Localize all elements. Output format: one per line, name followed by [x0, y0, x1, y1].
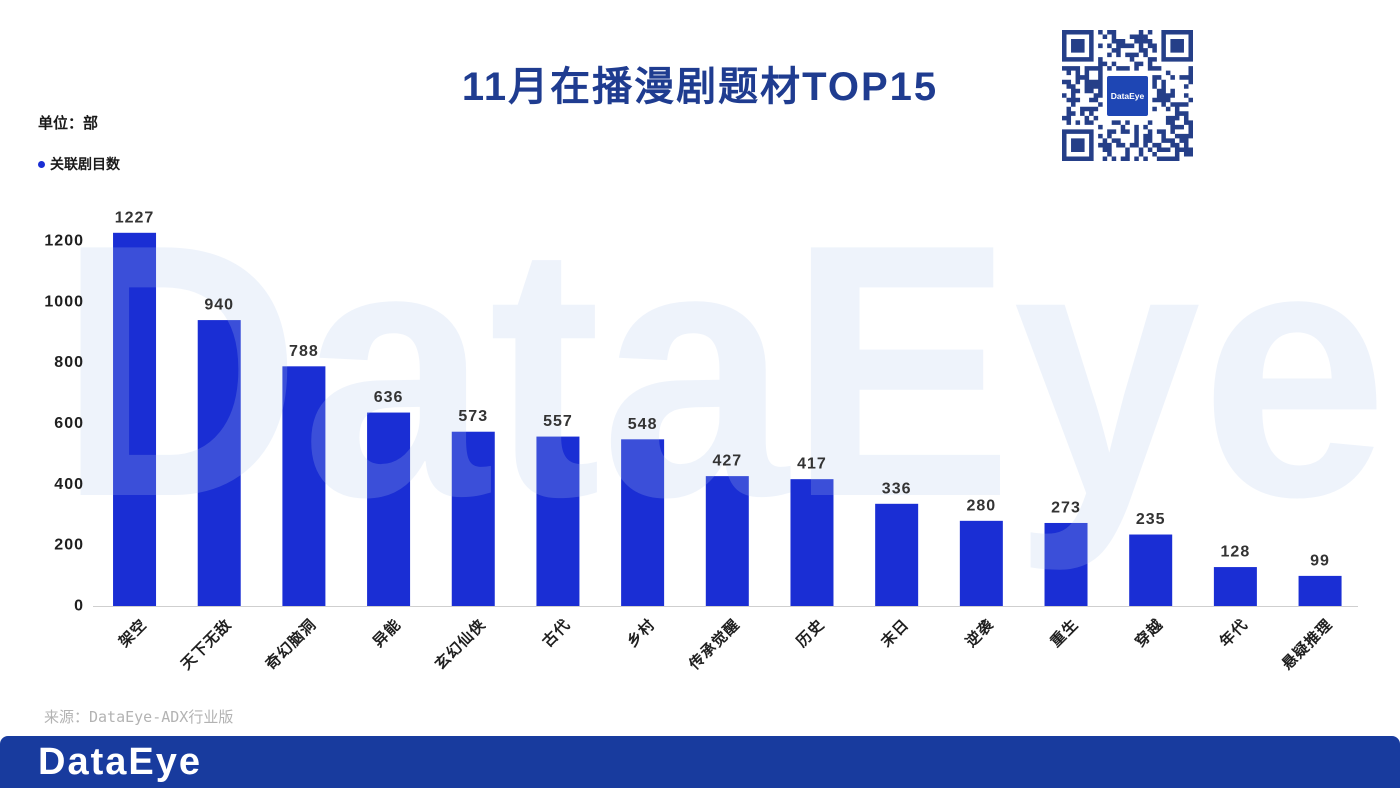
x-tick-label: 乡村 — [623, 615, 658, 650]
chart-title: 11月在播漫剧题材TOP15 — [461, 65, 939, 109]
bar — [705, 476, 749, 606]
footer-bar: DataEye — [0, 736, 1400, 788]
bar — [197, 320, 241, 606]
watermark-text: DataEye — [58, 170, 1388, 574]
x-tick-label: 末日 — [877, 615, 912, 650]
y-tick-label: 200 — [54, 537, 84, 554]
qr-logo-text: DataEye — [1111, 91, 1145, 101]
data-label: 427 — [712, 453, 742, 470]
legend: 关联剧目数 — [38, 154, 120, 174]
x-tick-label: 年代 — [1216, 615, 1251, 650]
unit-label: 单位：部 — [38, 115, 99, 132]
bar — [1213, 567, 1257, 606]
x-tick-label: 天下无敌 — [177, 615, 235, 673]
data-label: 417 — [797, 456, 827, 473]
data-label: 557 — [543, 413, 573, 430]
watermark: DataEye — [58, 170, 1388, 574]
bar — [959, 520, 1003, 606]
data-label: 1227 — [115, 209, 155, 226]
bar — [790, 479, 834, 606]
bar — [451, 431, 495, 606]
x-tick-label: 逆袭 — [962, 615, 997, 650]
x-tick-label: 古代 — [539, 615, 574, 650]
legend-label: 关联剧目数 — [50, 156, 120, 172]
bar-chart: DataEye 1227 架空 940 天下无敌 788 奇幻脑洞 636 异能 573 玄幻仙侠… — [44, 170, 1388, 674]
y-tick-label: 0 — [74, 598, 84, 615]
footer-logo: DataEye — [38, 741, 202, 783]
qr-logo-badge — [1107, 76, 1148, 116]
bar — [536, 436, 580, 606]
x-tick-label: 穿越 — [1131, 615, 1166, 650]
data-label: 573 — [458, 408, 488, 425]
x-tick-label: 奇幻脑洞 — [262, 615, 320, 673]
bar — [875, 503, 919, 606]
bar — [113, 232, 157, 606]
qr-code-icon: DataEye — [1062, 30, 1193, 161]
x-tick-label: 异能 — [369, 615, 404, 650]
data-label: 336 — [882, 480, 912, 497]
y-tick-label: 400 — [54, 476, 84, 493]
bar — [282, 366, 326, 606]
bar-group — [113, 232, 1342, 606]
x-tick-label: 重生 — [1047, 615, 1082, 650]
qr-finder-patterns — [1062, 30, 1193, 161]
x-tick-label: 架空 — [114, 615, 150, 651]
x-tick-label: 历史 — [793, 615, 828, 650]
data-label: 273 — [1051, 499, 1081, 516]
qr-modules — [1062, 30, 1193, 161]
y-tick-label: 600 — [54, 415, 84, 432]
data-label: 548 — [628, 416, 658, 433]
bar — [1298, 575, 1342, 606]
x-tick-label: 悬疑推理 — [1278, 615, 1336, 673]
x-tick-label: 玄幻仙侠 — [431, 615, 489, 673]
source-note: 来源：DataEye-ADX行业版 — [44, 708, 234, 726]
legend-dot-icon — [38, 160, 45, 168]
data-label: 788 — [289, 343, 319, 360]
bar — [621, 439, 665, 606]
y-tick-label: 800 — [54, 354, 84, 371]
x-tick-label: 传承觉醒 — [685, 615, 744, 674]
bar — [367, 412, 411, 606]
y-tick-label: 1200 — [44, 233, 84, 250]
data-label: 235 — [1136, 511, 1166, 528]
bar — [1129, 534, 1173, 606]
data-label: 636 — [374, 389, 404, 406]
data-label: 280 — [966, 497, 996, 514]
data-label: 940 — [204, 297, 234, 314]
y-tick-label: 1000 — [44, 293, 84, 310]
data-label: 128 — [1221, 544, 1251, 561]
bar — [1044, 522, 1088, 606]
data-label: 99 — [1310, 552, 1330, 569]
